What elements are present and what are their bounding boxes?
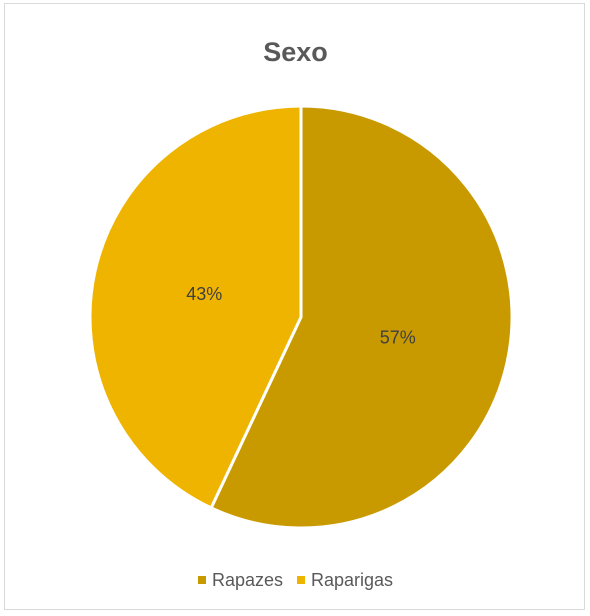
pie-slice-rapazes [209, 104, 514, 530]
legend-swatch-raparigas [297, 576, 305, 584]
pie-chart: 57% 43% [88, 104, 514, 530]
legend-item-raparigas: Raparigas [297, 569, 393, 591]
data-label-rapazes: 57% [380, 327, 416, 347]
legend-swatch-rapazes [197, 576, 206, 584]
legend-label-rapazes: Rapazes [211, 570, 283, 590]
legend-label-raparigas: Raparigas [311, 570, 394, 590]
legend-item-rapazes: Rapazes [197, 569, 283, 591]
data-label-raparigas: 43% [186, 284, 222, 304]
pie-slice-raparigas [88, 104, 303, 510]
chart-legend: Rapazes Raparigas [5, 569, 586, 591]
chart-title: Sexo [263, 37, 328, 67]
chart-frame: Sexo 57% 43% Rapazes Raparigas [4, 3, 585, 610]
